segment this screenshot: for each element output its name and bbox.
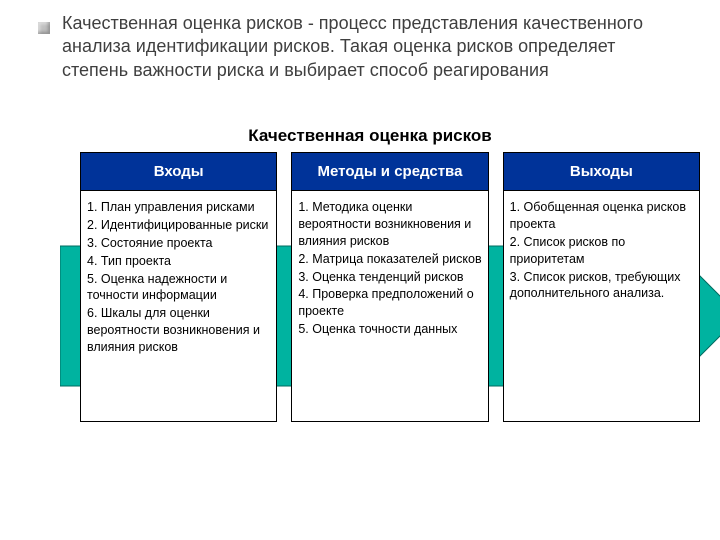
column-outputs: Выходы 1. Обобщенная оценка рисков проек…	[503, 152, 700, 422]
column-methods: Методы и средства 1. Методика оценки вер…	[291, 152, 488, 422]
list-item: 4. Тип проекта	[87, 253, 270, 270]
column-body: 1. План управления рисками 2. Идентифици…	[81, 191, 276, 421]
list-item: 6. Шкалы для оценки вероятности возникно…	[87, 305, 270, 356]
diagram-container: Качественная оценка рисков Входы 1. План…	[60, 126, 700, 520]
column-header: Входы	[81, 153, 276, 191]
columns-row: Входы 1. План управления рисками 2. Иден…	[80, 152, 700, 422]
column-body: 1. Обобщенная оценка рисков проекта 2. С…	[504, 191, 699, 421]
intro-text: Качественная оценка рисков - процесс пре…	[62, 12, 680, 82]
list-item: 1. План управления рисками	[87, 199, 270, 216]
diagram-title: Качественная оценка рисков	[40, 126, 700, 146]
list-item: 2. Идентифицированные риски	[87, 217, 270, 234]
list-item: 1. Обобщенная оценка рисков проекта	[510, 199, 693, 233]
column-body: 1. Методика оценки вероятности возникнов…	[292, 191, 487, 421]
column-header: Методы и средства	[292, 153, 487, 191]
list-item: 1. Методика оценки вероятности возникнов…	[298, 199, 481, 250]
list-item: 2. Список рисков по приоритетам	[510, 234, 693, 268]
list-item: 5. Оценка точности данных	[298, 321, 481, 338]
column-header: Выходы	[504, 153, 699, 191]
list-item: 3. Состояние проекта	[87, 235, 270, 252]
list-item: 5. Оценка надежности и точности информац…	[87, 271, 270, 305]
list-item: 3. Оценка тенденций рисков	[298, 269, 481, 286]
column-inputs: Входы 1. План управления рисками 2. Иден…	[80, 152, 277, 422]
list-item: 4. Проверка предположений о проекте	[298, 286, 481, 320]
list-item: 3. Список рисков, требующих дополнительн…	[510, 269, 693, 303]
list-item: 2. Матрица показателей рисков	[298, 251, 481, 268]
list-bullet	[38, 22, 50, 34]
